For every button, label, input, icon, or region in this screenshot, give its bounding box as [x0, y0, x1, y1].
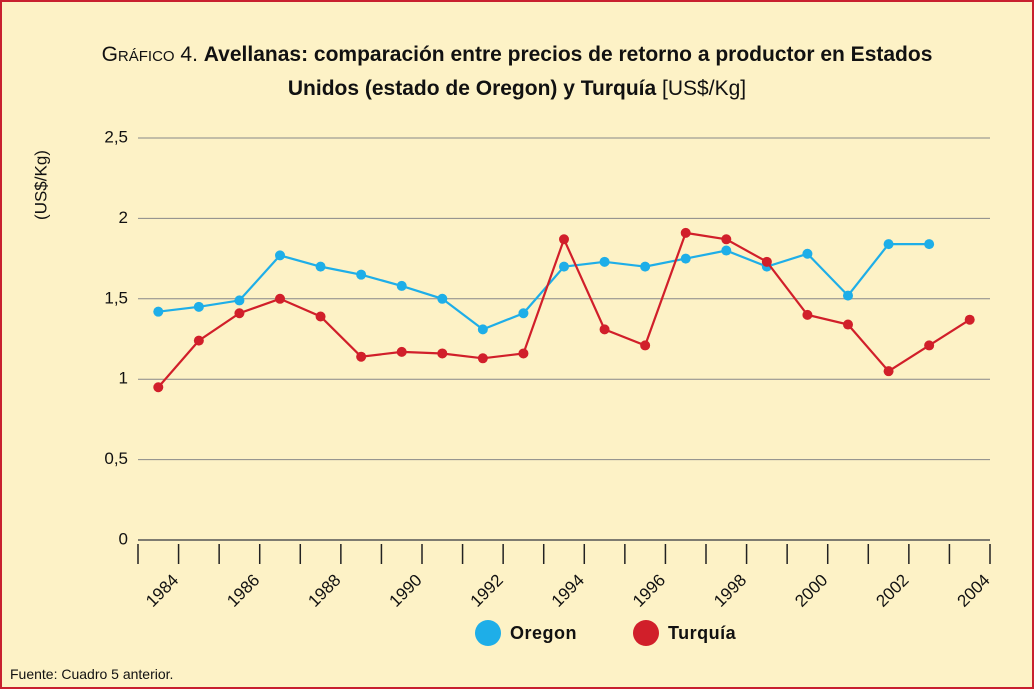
- series-line: [158, 243, 930, 331]
- x-tick-label: 1986: [223, 571, 263, 611]
- x-tick-label: 1994: [548, 571, 588, 611]
- y-tick-label: 2: [119, 208, 128, 227]
- x-tick-label: 1998: [710, 571, 750, 611]
- x-tick-label: 2002: [872, 571, 912, 611]
- data-point: [964, 314, 975, 325]
- legend-swatch: [475, 620, 501, 646]
- data-point: [315, 311, 326, 322]
- data-point: [843, 290, 853, 301]
- data-point: [883, 366, 894, 377]
- legend-label: Oregon: [510, 623, 577, 643]
- x-tick-label: 2004: [954, 571, 994, 611]
- title-unit: [US$/Kg]: [662, 77, 747, 100]
- data-point: [680, 253, 691, 264]
- data-point: [153, 382, 164, 393]
- data-point: [761, 256, 772, 267]
- y-tick-label: 2,5: [104, 127, 128, 146]
- data-point: [802, 248, 813, 259]
- data-point: [396, 280, 407, 291]
- data-point: [275, 293, 285, 304]
- data-point: [356, 351, 367, 362]
- x-tick-label: 1996: [629, 571, 669, 611]
- legend-label: Turquía: [668, 623, 737, 643]
- data-point: [924, 239, 935, 250]
- legend-swatch: [633, 620, 659, 646]
- data-point: [518, 308, 529, 319]
- data-point: [518, 348, 529, 359]
- data-point: [802, 309, 813, 320]
- data-point: [721, 245, 732, 256]
- data-point: [843, 319, 853, 330]
- x-tick-label: 2000: [791, 571, 831, 611]
- x-tick-label: 1992: [467, 571, 507, 611]
- data-point: [883, 239, 894, 250]
- y-tick-label: 0: [119, 529, 128, 548]
- y-tick-label: 1: [119, 369, 128, 388]
- data-point: [680, 227, 691, 238]
- data-point: [559, 234, 569, 245]
- title-main: Avellanas: comparación entre precios de …: [203, 43, 933, 100]
- x-tick-label: 1988: [304, 571, 344, 611]
- chart-title: Gráfico 4. Avellanas: comparación entre …: [92, 38, 942, 106]
- data-point: [599, 256, 610, 267]
- data-point: [193, 335, 204, 346]
- data-point: [193, 301, 204, 312]
- data-point: [640, 261, 651, 272]
- data-point: [924, 340, 935, 351]
- data-point: [559, 261, 569, 272]
- data-point: [396, 346, 407, 357]
- data-point: [437, 293, 448, 304]
- data-point: [315, 261, 326, 272]
- data-point: [437, 348, 448, 359]
- source-note: Fuente: Cuadro 5 anterior.: [10, 666, 174, 682]
- title-prefix: Gráfico 4.: [101, 43, 198, 66]
- y-tick-label: 0,5: [104, 449, 128, 468]
- data-point: [477, 324, 488, 335]
- data-point: [640, 340, 651, 351]
- data-point: [275, 250, 285, 261]
- data-point: [234, 308, 245, 319]
- y-axis-label: (US$/Kg): [31, 150, 50, 220]
- data-point: [153, 306, 164, 317]
- data-point: [234, 295, 245, 306]
- data-point: [477, 353, 488, 364]
- data-point: [599, 324, 610, 335]
- data-point: [356, 269, 367, 280]
- data-point: [721, 234, 732, 245]
- x-tick-label: 1990: [386, 571, 426, 611]
- x-tick-label: 1984: [142, 571, 182, 611]
- y-tick-label: 1,5: [104, 288, 128, 307]
